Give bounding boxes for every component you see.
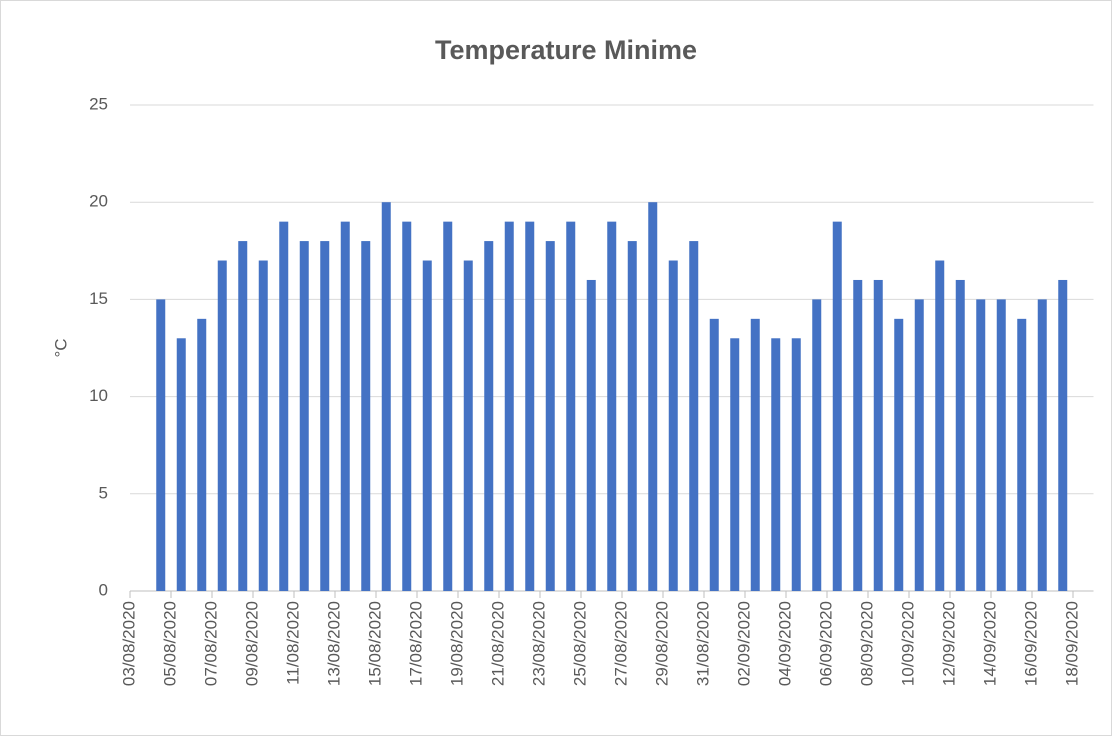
y-tick-label: 5 <box>99 483 108 502</box>
x-tick-label: 27/08/2020 <box>611 601 630 686</box>
y-tick-label: 25 <box>89 94 108 113</box>
x-tick-label: 06/09/2020 <box>816 601 835 686</box>
y-tick-label: 20 <box>89 192 108 211</box>
bar <box>525 221 535 591</box>
x-tick-label: 03/08/2020 <box>119 601 138 686</box>
bar <box>1017 318 1027 591</box>
bar <box>463 260 473 591</box>
bar <box>545 241 555 591</box>
bar <box>648 202 658 591</box>
bar <box>750 318 760 591</box>
bar <box>402 221 412 591</box>
bar <box>853 279 863 591</box>
y-tick-label: 10 <box>89 386 108 405</box>
x-tick-label: 11/08/2020 <box>283 601 302 685</box>
x-tick-label: 18/09/2020 <box>1062 601 1081 686</box>
bar <box>361 241 371 591</box>
x-tick-label: 10/09/2020 <box>898 601 917 686</box>
x-tick-label: 12/09/2020 <box>939 601 958 686</box>
chart-title: Temperature Minime <box>435 35 697 65</box>
y-tick-label: 0 <box>99 580 108 599</box>
bar <box>730 338 740 591</box>
x-tick-label: 13/08/2020 <box>324 601 343 686</box>
y-axis-label: °C <box>51 338 70 357</box>
bar <box>627 241 637 591</box>
bar <box>771 338 781 591</box>
x-tick-label: 04/09/2020 <box>775 601 794 686</box>
bar <box>320 241 330 591</box>
x-tick-label: 21/08/2020 <box>488 601 507 686</box>
bar <box>996 299 1006 591</box>
bar <box>586 279 596 591</box>
bar <box>914 299 924 591</box>
x-tick-label: 14/09/2020 <box>980 601 999 686</box>
bar <box>381 202 391 591</box>
x-tick-label: 09/08/2020 <box>242 601 261 686</box>
bar <box>340 221 350 591</box>
x-tick-label: 08/09/2020 <box>857 601 876 686</box>
bar <box>791 338 801 591</box>
x-tick-label: 07/08/2020 <box>201 601 220 686</box>
bar <box>217 260 227 591</box>
x-tick-label: 15/08/2020 <box>365 601 384 686</box>
bar <box>689 241 699 591</box>
bar <box>156 299 166 591</box>
bar <box>279 221 289 591</box>
bar <box>894 318 904 591</box>
bar <box>238 241 248 591</box>
bar <box>873 279 883 591</box>
bar <box>299 241 309 591</box>
x-tick-label: 05/08/2020 <box>160 601 179 686</box>
bar <box>955 279 965 591</box>
bar <box>484 241 494 591</box>
x-tick-label: 16/09/2020 <box>1021 601 1040 686</box>
y-tick-label: 15 <box>89 289 108 308</box>
bar <box>607 221 617 591</box>
bar <box>422 260 432 591</box>
bar <box>443 221 453 591</box>
bar <box>258 260 268 591</box>
x-tick-label: 25/08/2020 <box>570 601 589 686</box>
bar <box>176 338 186 591</box>
bar <box>812 299 822 591</box>
bar <box>976 299 986 591</box>
bar <box>566 221 576 591</box>
x-tick-label: 17/08/2020 <box>406 601 425 686</box>
x-tick-label: 19/08/2020 <box>447 601 466 686</box>
bar <box>1058 279 1068 591</box>
x-tick-label: 02/09/2020 <box>734 601 753 686</box>
bar <box>832 221 842 591</box>
bar <box>197 318 207 591</box>
bar <box>504 221 514 591</box>
bar <box>1037 299 1047 591</box>
x-tick-label: 23/08/2020 <box>529 601 548 686</box>
x-tick-label: 29/08/2020 <box>652 601 671 686</box>
bar <box>709 318 719 591</box>
bar <box>935 260 945 591</box>
x-tick-label: 31/08/2020 <box>693 601 712 686</box>
bar <box>668 260 678 591</box>
